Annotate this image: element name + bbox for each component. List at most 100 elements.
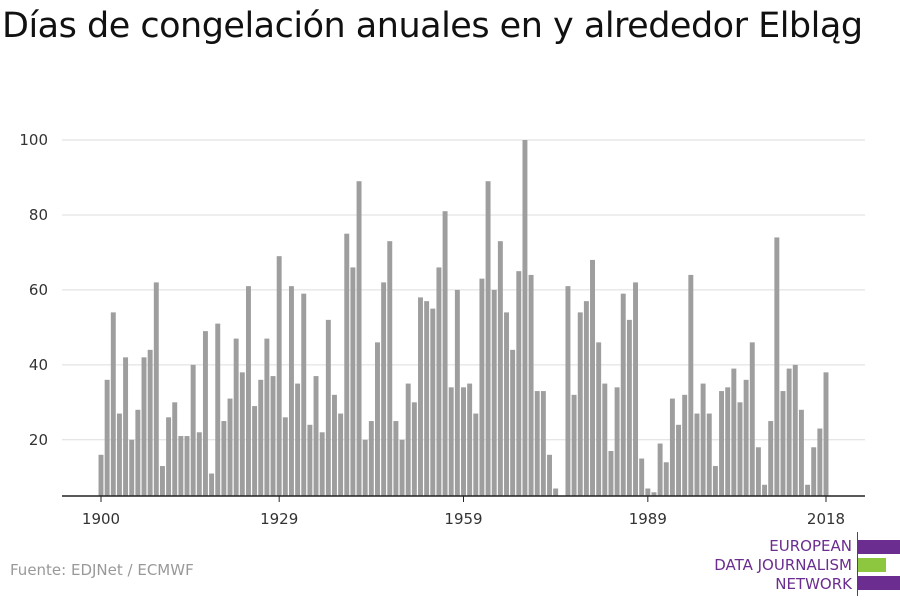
bar-1946 [381,282,387,496]
bar-1903 [116,413,122,496]
bar-1951 [411,402,417,496]
bar-1928 [270,376,276,496]
bar-1968 [516,271,522,496]
bar-1924 [245,286,251,496]
logo-bar-purple-bottom [858,576,900,590]
bar-2001 [719,391,725,496]
bar-1971 [534,391,540,496]
bar-1909 [153,282,159,496]
logo-line-3: NETWORK [775,575,852,593]
bars [98,140,829,496]
bar-1935 [313,376,319,496]
bar-1908 [147,349,153,496]
bar-2016 [811,447,817,496]
bar-1994 [676,424,682,496]
bar-1962 [479,278,485,496]
x-tick-label: 1929 [260,510,298,528]
bar-1922 [233,338,239,496]
bar-1996 [688,274,694,496]
logo-text: EUROPEAN DATA JOURNALISM NETWORK [714,537,852,594]
bar-1947 [387,241,393,496]
x-tick-label: 2018 [807,510,845,528]
bar-1939 [338,413,344,496]
bar-1989 [645,488,651,496]
bar-1984 [614,387,620,496]
bar-2013 [792,364,798,496]
bar-1965 [497,241,503,496]
bar-2011 [780,391,786,496]
bar-1995 [682,394,688,496]
bar-2003 [731,368,737,496]
y-tick-label: 100 [19,131,48,149]
bar-1910 [159,466,165,496]
bar-1941 [350,267,356,496]
source-note: Fuente: EDJNet / ECMWF [10,561,194,579]
bar-1901 [104,379,110,496]
bar-1973 [547,454,552,496]
bar-1991 [657,443,663,496]
bar-1944 [368,421,374,496]
bar-1978 [577,312,583,496]
edjnet-logo: EUROPEAN DATA JOURNALISM NETWORK [700,532,900,596]
bar-1966 [504,312,509,496]
x-tick-label: 1959 [444,510,482,528]
bar-1980 [590,259,595,496]
bar-1955 [436,267,442,496]
bar-2014 [798,409,804,496]
chart-title: Días de congelación anuales en y alreded… [2,6,863,46]
bar-1967 [510,349,516,496]
bar-2000 [712,466,718,496]
bar-1933 [301,293,307,496]
bar-1992 [663,462,669,496]
grid-lines [62,139,865,441]
bar-1938 [332,394,337,496]
bar-1976 [565,286,571,496]
bar-1915 [190,364,196,496]
bar-2005 [743,379,749,496]
bar-1916 [196,432,202,496]
bar-1956 [442,211,448,496]
logo-bar-green [858,558,886,572]
bar-1993 [669,398,675,496]
bar-1964 [491,289,497,496]
bar-1921 [227,398,233,496]
bar-1926 [258,379,264,496]
bar-1952 [418,297,423,496]
bar-1945 [375,342,380,496]
bar-1943 [362,439,368,496]
bar-1940 [344,233,350,496]
bar-1937 [325,319,331,496]
bar-1950 [405,383,411,496]
bar-1987 [633,282,638,496]
bar-1959 [461,387,466,496]
bar-2008 [762,484,768,496]
bar-1979 [583,301,589,496]
bar-1907 [141,357,147,496]
bar-1963 [485,181,491,496]
bar-1930 [282,417,288,496]
bar-2010 [774,237,780,496]
bar-1911 [166,417,172,496]
logo-bar-purple-top [858,540,900,554]
bar-1902 [110,312,116,496]
bar-1957 [448,387,454,496]
bar-1977 [571,394,577,496]
bar-1958 [454,289,460,496]
bar-1920 [221,421,227,496]
bar-2004 [737,402,743,496]
bar-1929 [276,256,282,496]
y-tick-label: 20 [29,431,48,449]
bar-2002 [725,387,731,496]
logo-divider [857,532,858,596]
bar-1986 [626,319,632,496]
bar-1918 [209,473,215,496]
bar-1912 [172,402,178,496]
y-tick-label: 40 [29,356,48,374]
bar-1954 [430,308,436,496]
y-tick-label: 60 [29,281,48,299]
bar-1997 [694,413,700,496]
bar-1985 [620,293,626,496]
bar-1942 [356,181,362,496]
bar-1934 [307,424,313,496]
bar-1925 [252,406,258,496]
